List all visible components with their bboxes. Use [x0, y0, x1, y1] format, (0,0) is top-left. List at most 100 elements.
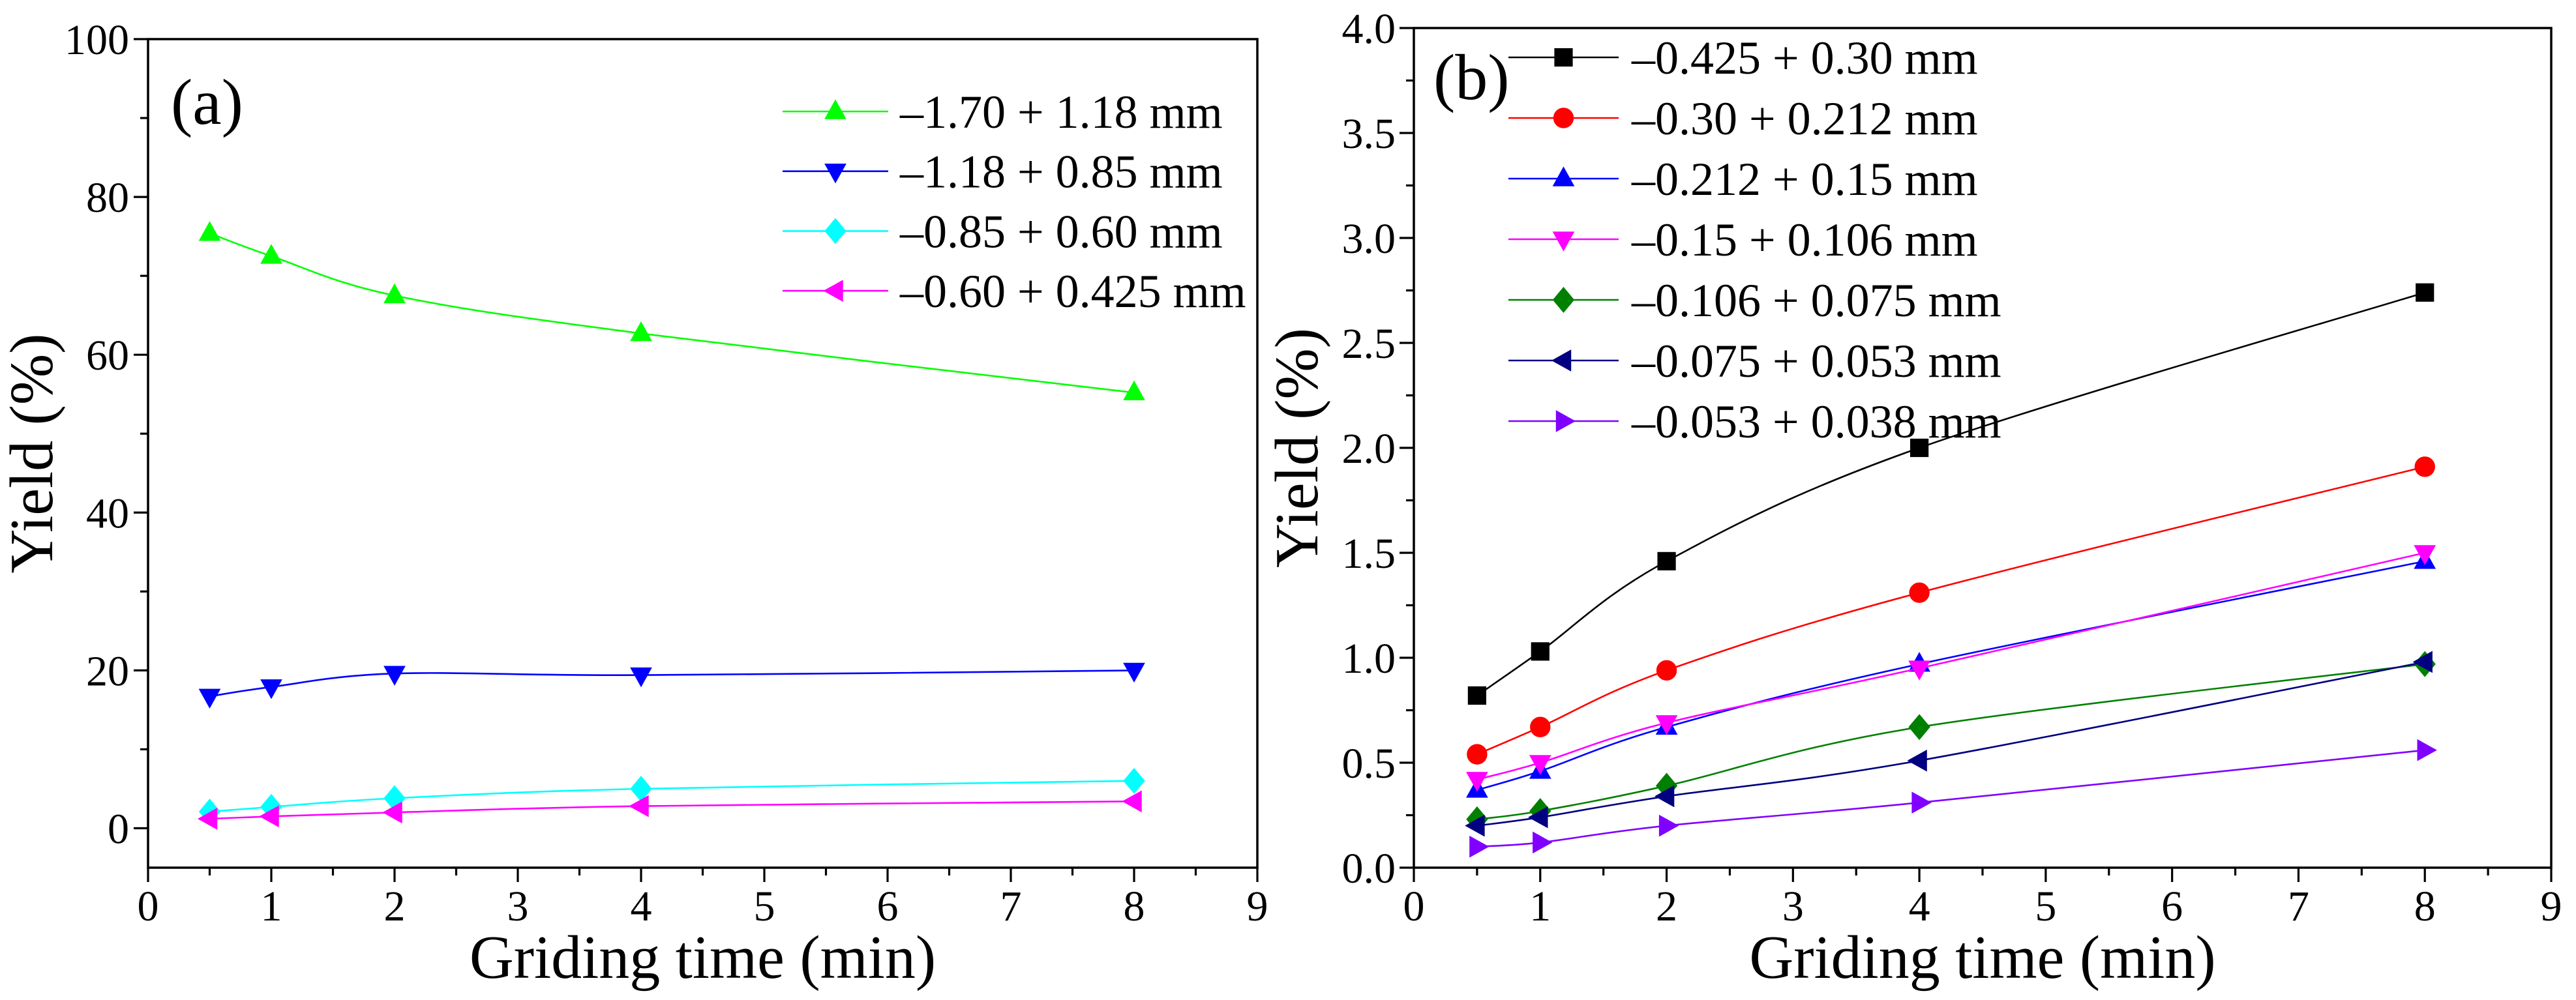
y-tick-label: 20	[86, 647, 129, 695]
y-tick-label: 60	[86, 332, 129, 379]
data-point	[1907, 749, 1927, 772]
x-tick-label: 7	[2288, 883, 2309, 930]
data-point	[383, 283, 406, 304]
y-tick-label: 0.5	[1342, 740, 1396, 787]
y-axis-label: Yield (%)	[1263, 328, 1331, 568]
legend-entry: –0.85 + 0.60 mm	[783, 205, 1223, 257]
y-tick-label: 2.5	[1342, 320, 1396, 368]
legend-label: –0.075 + 0.053 mm	[1631, 335, 2001, 387]
x-tick-label: 5	[754, 883, 775, 930]
data-point	[198, 688, 221, 709]
series-3	[197, 790, 1142, 830]
x-tick-label: 8	[1124, 883, 1145, 930]
legend-marker	[1551, 349, 1572, 372]
data-point	[2412, 651, 2433, 673]
legend-entry: –0.212 + 0.15 mm	[1508, 153, 1978, 205]
series-1	[1467, 456, 2435, 765]
data-point	[1123, 380, 1145, 400]
y-tick-label: 3.0	[1342, 215, 1396, 263]
y-tick-label: 4.0	[1342, 5, 1396, 53]
x-tick-label: 2	[384, 883, 406, 930]
legend-label: –1.18 + 0.85 mm	[899, 146, 1223, 198]
legend-entry: –0.106 + 0.075 mm	[1508, 274, 2001, 327]
data-point	[1528, 806, 1548, 829]
legend-marker	[823, 280, 843, 302]
legend-entry: –0.053 + 0.038 mm	[1508, 396, 2001, 448]
legend-label: –0.15 + 0.106 mm	[1631, 214, 1978, 266]
series-6	[1469, 739, 2437, 858]
legend-entry: –1.18 + 0.85 mm	[783, 146, 1223, 198]
legend-marker	[1552, 166, 1575, 186]
legend-marker	[1552, 231, 1575, 252]
x-tick-label: 3	[1782, 883, 1804, 930]
data-point	[1655, 715, 1678, 735]
legend-entry: –1.70 + 1.18 mm	[783, 86, 1223, 138]
data-point	[259, 805, 279, 828]
x-tick-label: 5	[2035, 883, 2056, 930]
chart-panel-b: 0 1 2 3 4 5 6 7 8 9 0.0 0.5 1.0 1.5 2.0 2.5 3.0 3.5 4.0 Gri…	[1263, 5, 2562, 992]
data-point	[1466, 772, 1488, 792]
data-point	[1123, 767, 1145, 794]
legend-marker	[1552, 287, 1575, 313]
y-tick-label: 0.0	[1342, 845, 1396, 892]
series-5	[1465, 651, 2433, 837]
x-tick-label: 8	[2414, 883, 2436, 930]
legend-label: –0.85 + 0.60 mm	[899, 205, 1223, 257]
data-point	[382, 801, 402, 824]
legend-marker	[824, 164, 846, 184]
data-point	[1909, 582, 1930, 603]
data-point	[1467, 744, 1488, 765]
legend-label: –0.60 + 0.425 mm	[899, 265, 1246, 317]
data-point	[1531, 642, 1550, 661]
data-point	[260, 244, 282, 264]
x-tick-label: 4	[1909, 883, 1930, 930]
data-point	[1467, 686, 1486, 705]
data-point	[1529, 755, 1551, 775]
y-tick-label: 1.5	[1342, 530, 1396, 578]
data-point	[630, 321, 652, 342]
y-tick-label: 1.0	[1342, 635, 1396, 683]
data-point	[1123, 662, 1145, 683]
data-point	[1658, 814, 1679, 837]
data-point	[198, 221, 221, 241]
data-point	[1656, 660, 1677, 681]
data-point	[630, 667, 652, 688]
x-axis-label: Griding time (min)	[470, 924, 936, 992]
x-tick-label: 6	[877, 883, 899, 930]
x-tick-label: 6	[2161, 883, 2183, 930]
data-point	[1530, 716, 1551, 737]
x-tick-label: 7	[1000, 883, 1022, 930]
data-point	[1469, 835, 1490, 858]
x-tick-label: 1	[1529, 883, 1551, 930]
data-point	[1654, 785, 1675, 808]
y-tick-label: 2.0	[1342, 425, 1396, 473]
x-tick-label: 0	[138, 883, 159, 930]
x-tick-label: 2	[1656, 883, 1677, 930]
legend-entry: –0.425 + 0.30 mm	[1508, 32, 1978, 84]
chart-panel-a: 0 1 2 3 4 5 6 7 8 9 0 20 40 60 80 100 Griding time (min)…	[0, 16, 1268, 992]
legend-marker	[1554, 48, 1573, 67]
y-tick-label: 100	[65, 16, 129, 64]
data-point	[2414, 456, 2435, 477]
data-point	[1657, 551, 1676, 570]
y-tick-label: 40	[86, 490, 129, 537]
data-point	[1122, 790, 1142, 813]
legend-entry: –0.15 + 0.106 mm	[1508, 214, 1978, 266]
data-point	[2414, 545, 2436, 565]
y-tick-label: 80	[86, 174, 129, 222]
series-0	[1467, 283, 2434, 705]
data-point	[1533, 831, 1553, 854]
x-tick-label: 1	[261, 883, 282, 930]
panel-label: (b)	[1433, 41, 1510, 113]
data-point	[1911, 791, 1932, 814]
legend-label: –0.106 + 0.075 mm	[1631, 274, 2001, 327]
data-point	[1908, 660, 1930, 681]
x-tick-label: 4	[631, 883, 652, 930]
series-3	[1466, 545, 2436, 792]
x-axis-label: Griding time (min)	[1749, 924, 2215, 992]
x-tick-label: 3	[507, 883, 529, 930]
series-1	[198, 662, 1145, 709]
legend-label: –0.425 + 0.30 mm	[1631, 32, 1978, 84]
legend-marker	[1555, 410, 1576, 432]
